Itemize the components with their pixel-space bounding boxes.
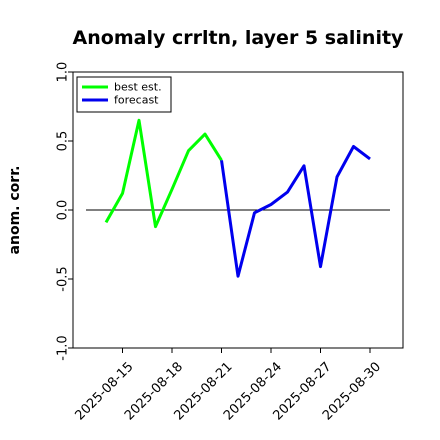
chart-title: Anomaly crrltn, layer 5 salinity <box>73 27 404 49</box>
y-tick-label: 0.5 <box>56 131 71 152</box>
legend-label-0: best est. <box>114 81 162 94</box>
series-line-1 <box>220 145 371 278</box>
y-tick-label: 0.0 <box>56 200 71 221</box>
legend-box <box>76 76 172 113</box>
y-tick-label: -0.5 <box>56 266 71 291</box>
legend: best est.forecast <box>76 76 172 113</box>
y-tick-label: -1.0 <box>56 335 71 360</box>
legend-label-1: forecast <box>114 94 159 107</box>
series-line-0 <box>104 118 223 229</box>
y-tick-label: 1.0 <box>56 62 71 83</box>
y-axis-label: anom. corr. <box>7 166 23 255</box>
